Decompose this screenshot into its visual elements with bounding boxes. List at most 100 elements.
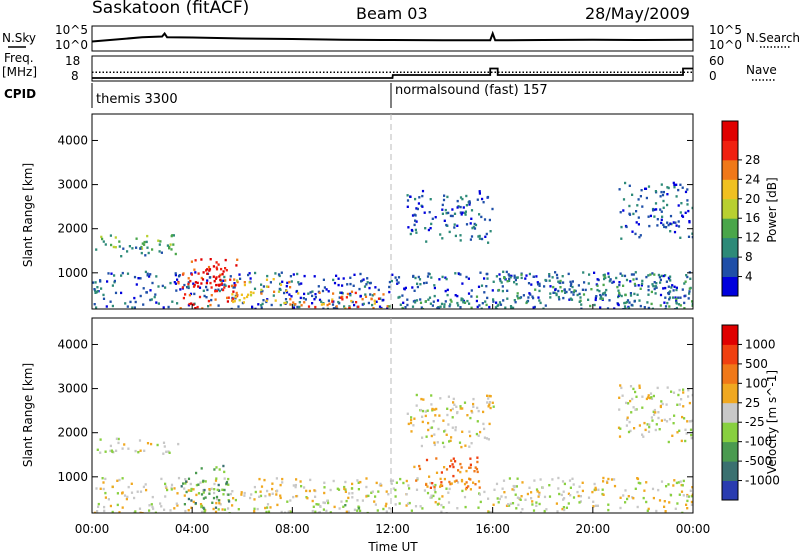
- power-echo-cell: [509, 276, 512, 279]
- velocity-echo-cell: [476, 456, 479, 459]
- power-echo-cell: [411, 286, 414, 289]
- power-echo-cell: [227, 296, 230, 299]
- power-echo-cell: [471, 226, 474, 230]
- velocity-echo-cell: [96, 448, 99, 451]
- power-echo-cell: [215, 276, 218, 279]
- power-echo-cell: [431, 217, 434, 220]
- power-echo-cell: [459, 239, 462, 242]
- velocity-echo-cell: [115, 449, 118, 452]
- power-echo-cell: [134, 300, 137, 304]
- power-echo-cell: [483, 277, 486, 280]
- power-echo-cell: [157, 302, 160, 305]
- power-echo-cell: [628, 204, 631, 208]
- power-echo-cell: [265, 278, 269, 281]
- power-echo-cell: [617, 295, 620, 299]
- velocity-echo-cell: [539, 478, 542, 481]
- power-echo-cell: [482, 201, 485, 204]
- velocity-echo-cell: [537, 495, 540, 498]
- velocity-echo-cell: [317, 503, 320, 506]
- power-echo-cell: [479, 271, 482, 274]
- velocity-echo-cell: [465, 469, 468, 473]
- velocity-echo-cell: [430, 394, 433, 397]
- velocity-echo-cell: [678, 388, 681, 392]
- power-echo-cell: [445, 212, 448, 215]
- velocity-echo-cell: [219, 503, 222, 506]
- velocity-echo-cell: [345, 510, 348, 513]
- velocity-echo-cell: [405, 493, 408, 496]
- power-echo-cell: [664, 286, 667, 290]
- power-echo-cell: [375, 300, 378, 303]
- power-echo-cell: [345, 296, 348, 299]
- power-echo-cell: [100, 287, 103, 290]
- power-echo-cell: [442, 198, 446, 202]
- power-echo-cell: [253, 287, 257, 290]
- velocity-echo-cell: [295, 478, 298, 481]
- velocity-echo-cell: [428, 475, 431, 478]
- power-echo-cell: [611, 281, 614, 284]
- power-echo-cell: [580, 303, 583, 306]
- power-echo-cell: [341, 284, 344, 287]
- power-echo-cell: [265, 285, 268, 288]
- velocity-echo-cell: [227, 483, 230, 486]
- velocity-echo-cell: [656, 386, 659, 390]
- velocity-echo-cell: [641, 406, 644, 409]
- power-echo-cell: [314, 296, 317, 299]
- power-echo-cell: [257, 303, 260, 306]
- velocity-echo-cell: [410, 418, 413, 422]
- power-echo-cell: [449, 303, 452, 306]
- power-echo-cell: [307, 305, 311, 308]
- power-echo-cell: [208, 269, 211, 272]
- power-echo-cell: [110, 243, 113, 247]
- power-echo-cell: [532, 275, 535, 278]
- power-echo-cell: [681, 186, 684, 189]
- power-echo-cell: [289, 286, 292, 289]
- velocity-echo-cell: [429, 481, 432, 485]
- power-echo-cell: [283, 301, 286, 305]
- velocity-echo-cell: [445, 433, 448, 436]
- power-echo-cell: [176, 278, 179, 281]
- power-echo-cell: [448, 305, 451, 308]
- velocity-echo-cell: [459, 407, 462, 410]
- velocity-echo-region: [317, 499, 362, 513]
- velocity-echo-cell: [657, 416, 660, 420]
- velocity-echo-cell: [218, 468, 221, 471]
- velocity-echo-cell: [413, 465, 416, 469]
- power-echo-cell: [167, 305, 170, 309]
- power-echo-cell: [647, 288, 650, 292]
- power-echo-cell: [226, 296, 229, 300]
- velocity-echo-cell: [323, 501, 327, 505]
- power-echo-cell: [154, 293, 157, 296]
- velocity-echo-cell: [189, 482, 192, 486]
- velocity-echo-cell: [477, 409, 480, 413]
- power-echo-cell: [286, 281, 289, 285]
- velocity-echo-cell: [311, 509, 314, 513]
- power-echo-cell: [164, 286, 167, 289]
- power-echo-cell: [424, 300, 427, 303]
- power-echo-cell: [285, 291, 289, 294]
- velocity-echo-cell: [660, 480, 664, 483]
- power-echo-cell: [377, 297, 381, 300]
- velocity-echo-cell: [558, 492, 561, 496]
- power-echo-cell: [194, 271, 197, 274]
- velocity-echo-cell: [562, 506, 565, 509]
- velocity-echo-cell: [436, 441, 439, 444]
- power-echo-cell: [105, 305, 108, 308]
- power-echo-cell: [148, 275, 151, 278]
- power-echo-cell: [638, 236, 641, 239]
- velocity-echo-cell: [418, 464, 421, 468]
- velocity-echo-cell: [486, 401, 489, 404]
- power-echo-cell: [659, 293, 663, 297]
- power-echo-cell: [374, 286, 377, 289]
- velocity-echo-cell: [240, 493, 243, 496]
- velocity-echo-cell: [253, 498, 256, 501]
- velocity-echo-cell: [425, 458, 429, 462]
- power-echo-cell: [656, 218, 659, 221]
- velocity-echo-cell: [371, 490, 374, 493]
- power-echo-cell: [454, 234, 457, 238]
- velocity-echo-cell: [385, 490, 388, 493]
- power-echo-cell: [304, 298, 307, 301]
- power-echo-cell: [647, 215, 650, 218]
- power-echo-cell: [429, 227, 432, 230]
- velocity-echo-cell: [430, 434, 433, 438]
